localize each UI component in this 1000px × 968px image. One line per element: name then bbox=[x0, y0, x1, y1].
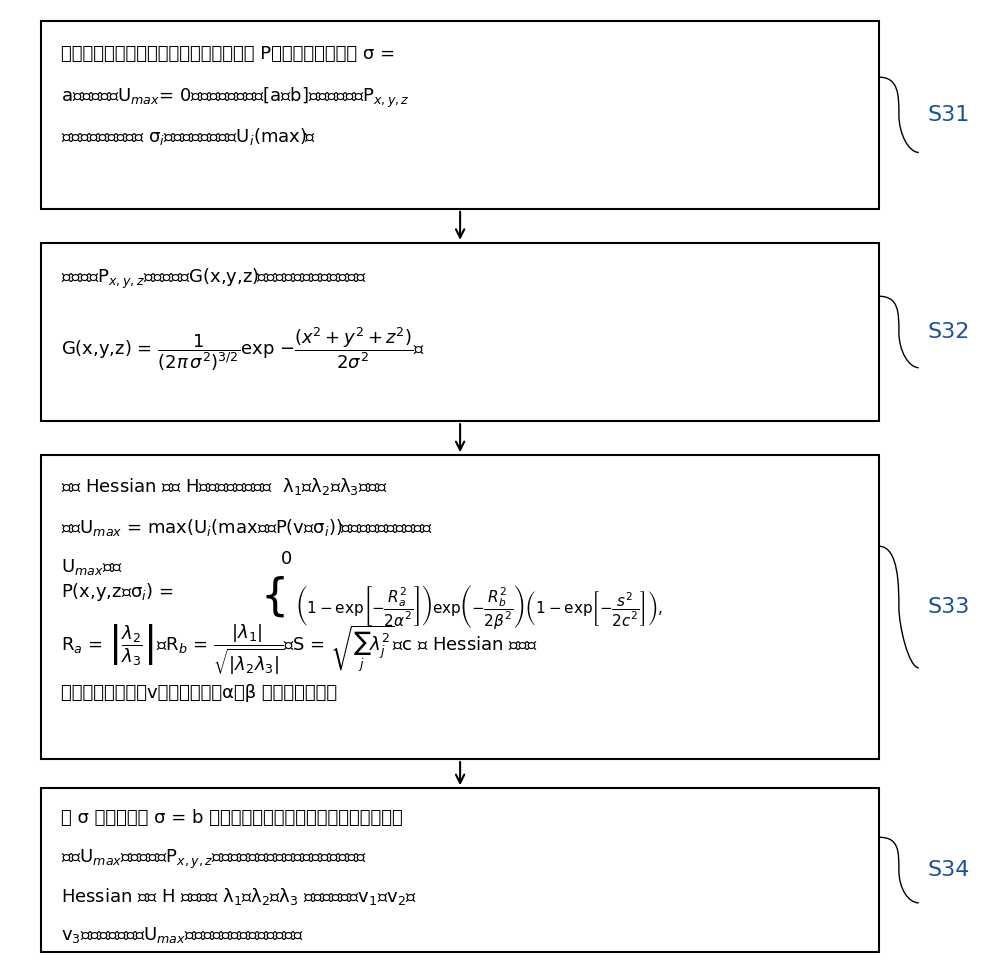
Text: 大范数值的一半，v为特征向量，α，β 为固定常数值；: 大范数值的一半，v为特征向量，α，β 为固定常数值； bbox=[61, 684, 337, 703]
Text: R$_a$ = $\left|\dfrac{\lambda_2}{\lambda_3}\right|$，R$_b$ = $\dfrac{|\lambda_1|}: R$_a$ = $\left|\dfrac{\lambda_2}{\lambda… bbox=[61, 623, 538, 677]
Text: {: { bbox=[261, 575, 289, 619]
FancyBboxPatch shape bbox=[41, 455, 879, 759]
Text: U$_{max}$，而: U$_{max}$，而 bbox=[61, 558, 123, 577]
Text: S33: S33 bbox=[928, 597, 970, 617]
Text: S32: S32 bbox=[928, 322, 970, 342]
Text: 计算元素P$_{x,y,z}$与高斯函数G(x,y,z)的二阶微分的卷积，其中，: 计算元素P$_{x,y,z}$与高斯函数G(x,y,z)的二阶微分的卷积，其中， bbox=[61, 267, 368, 291]
FancyBboxPatch shape bbox=[41, 20, 879, 209]
Text: v$_{3}$，根据所获得的U$_{max}$值来判断该像素是否为血管。: v$_{3}$，根据所获得的U$_{max}$值来判断该像素是否为血管。 bbox=[61, 925, 304, 945]
Text: Hessian 矩阵 H 的特征值 λ$_{1}$、λ$_{2}$、λ$_{3}$ 以及特征向量v$_{1}$、v$_{2}$、: Hessian 矩阵 H 的特征值 λ$_{1}$、λ$_{2}$、λ$_{3}… bbox=[61, 887, 417, 907]
Text: 公式U$_{max}$ = max(U$_{i}$(max），P(v，σ$_{i}$))计算增强滤波的输出值: 公式U$_{max}$ = max(U$_{i}$(max），P(v，σ$_{i… bbox=[61, 517, 433, 538]
Text: G(x,y,z) = $\dfrac{1}{(2\pi\,\sigma^2)^{3/2}}$exp $-\dfrac{(x^2+y^2+z^2)}{2\sigm: G(x,y,z) = $\dfrac{1}{(2\pi\,\sigma^2)^{… bbox=[61, 324, 425, 373]
Text: S31: S31 bbox=[928, 105, 970, 125]
Text: P(x,y,z，σ$_{i}$) =: P(x,y,z，σ$_{i}$) = bbox=[61, 581, 174, 603]
Text: S34: S34 bbox=[928, 861, 970, 880]
Text: 生成 Hessian 矩阵 H，并计算出特征值  λ$_{1}$、λ$_{2}$、λ$_{3}$，根据: 生成 Hessian 矩阵 H，并计算出特征值 λ$_{1}$、λ$_{2}$、… bbox=[61, 476, 388, 498]
FancyBboxPatch shape bbox=[41, 788, 879, 953]
Text: 0: 0 bbox=[281, 550, 292, 568]
Text: 出值U$_{max}$作为该元素P$_{x,y,z}$的增强因子，并输出该输出值所对应的: 出值U$_{max}$作为该元素P$_{x,y,z}$的增强因子，并输出该输出值… bbox=[61, 848, 367, 871]
Text: $\left(1-\exp\!\left[-\dfrac{R_a^2}{2\alpha^2}\right]\right)\exp\!\left(-\dfrac{: $\left(1-\exp\!\left[-\dfrac{R_a^2}{2\al… bbox=[296, 583, 663, 630]
Text: 输入预处理后的血管图像，生成像素矩阵 P，初始化空间尺度 σ =: 输入预处理后的血管图像，生成像素矩阵 P，初始化空间尺度 σ = bbox=[61, 45, 395, 63]
Text: 对 σ 进行迭代至 σ = b 进而结束尺度迭代，输出最大增强滤波输: 对 σ 进行迭代至 σ = b 进而结束尺度迭代，输出最大增强滤波输 bbox=[61, 809, 403, 828]
Text: 对应若干个空间尺度 σ$_{i}$和若干个增强因子U$_{i}$(max)；: 对应若干个空间尺度 σ$_{i}$和若干个增强因子U$_{i}$(max)； bbox=[61, 126, 316, 147]
FancyBboxPatch shape bbox=[41, 243, 879, 421]
Text: a，增强因子U$_{max}$= 0，空间尺度范围为[a，b]，每一个像素P$_{x,y,z}$: a，增强因子U$_{max}$= 0，空间尺度范围为[a，b]，每一个像素P$_… bbox=[61, 85, 410, 109]
